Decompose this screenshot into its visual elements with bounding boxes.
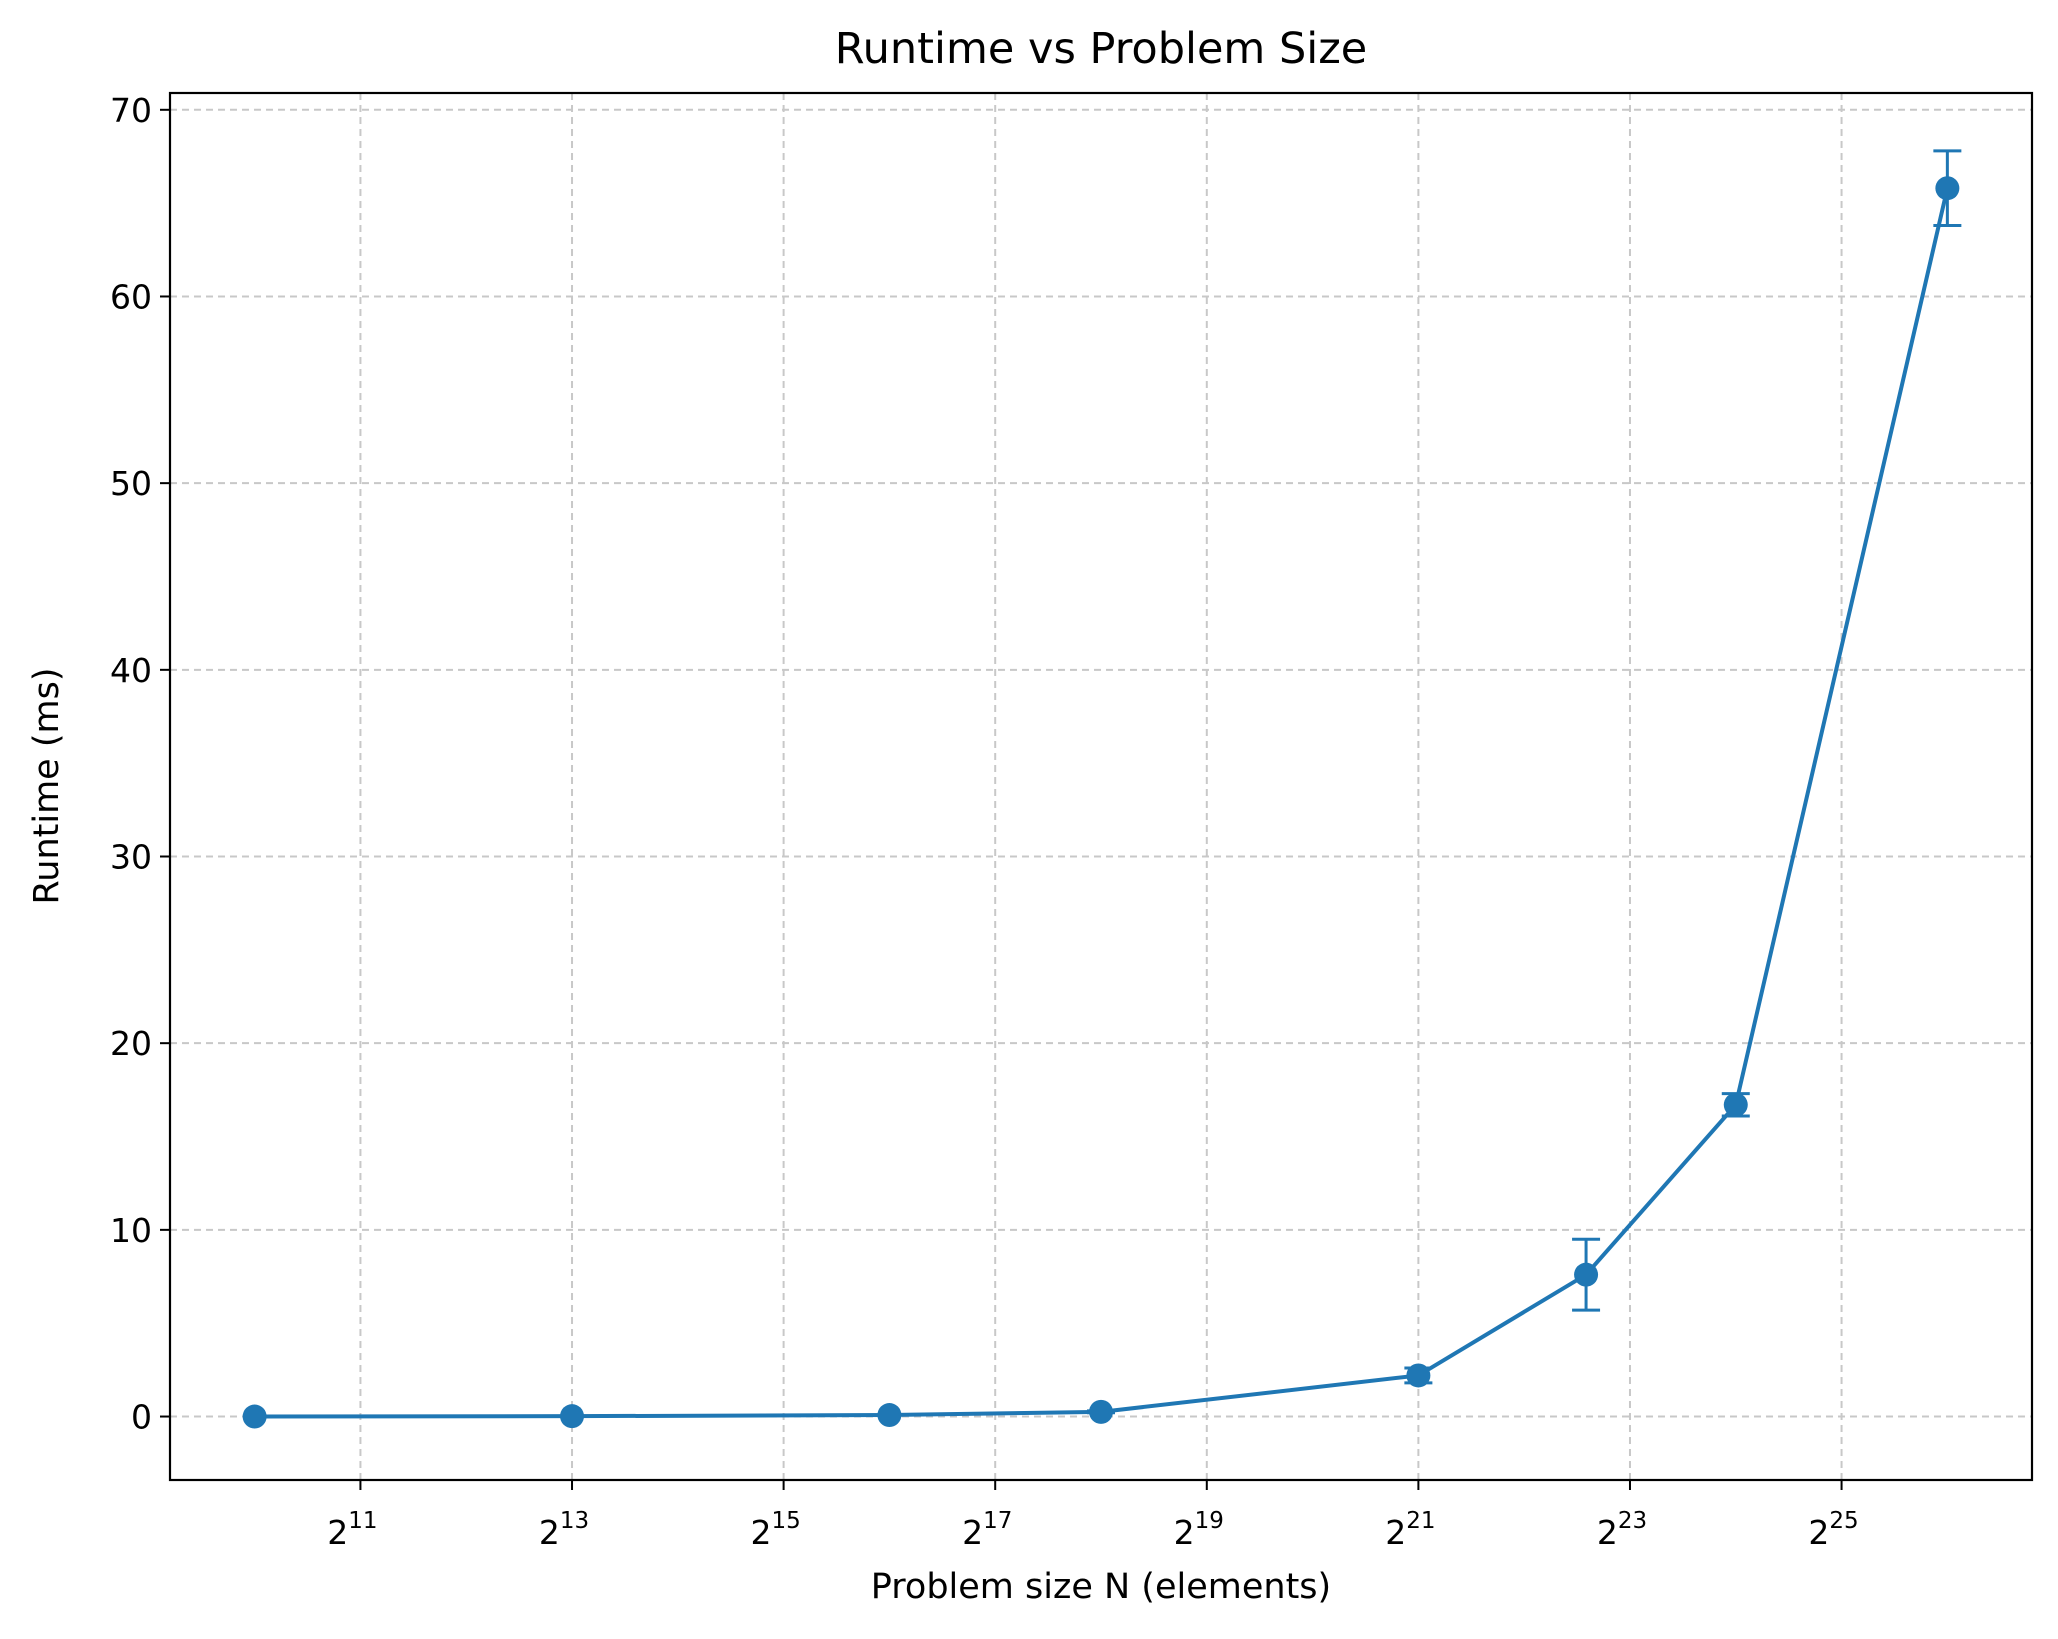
data-point <box>1935 176 1960 201</box>
x-tick-label: 217 <box>962 1508 1012 1552</box>
y-tick-label: 50 <box>110 464 152 503</box>
data-point <box>1089 1399 1113 1424</box>
data-point <box>242 1404 267 1429</box>
y-tick-label: 0 <box>131 1398 152 1437</box>
x-tick-label: 225 <box>1808 1508 1858 1552</box>
data-point <box>877 1403 902 1428</box>
series-line <box>254 187 1950 1419</box>
data-point <box>1723 1092 1748 1117</box>
data-point <box>1574 1262 1599 1287</box>
y-tick-label: 30 <box>110 838 152 877</box>
y-tick-label: 10 <box>110 1211 152 1250</box>
plot-frame <box>168 91 2034 1482</box>
grid-lines <box>170 93 2032 1480</box>
y-axis-label: Runtime (ms) <box>27 668 67 905</box>
x-tick-label: 215 <box>750 1508 800 1552</box>
y-tick-label: 70 <box>110 91 152 130</box>
x-tick-label: 223 <box>1597 1508 1647 1552</box>
data-point <box>560 1404 585 1429</box>
data-point <box>1406 1363 1431 1388</box>
chart-title: Runtime vs Problem Size <box>835 24 1368 74</box>
x-tick-label: 219 <box>1174 1508 1224 1552</box>
x-tick-label: 211 <box>327 1508 377 1552</box>
y-tick-label: 20 <box>110 1024 152 1063</box>
x-tick-label: 221 <box>1385 1508 1435 1552</box>
x-tick-label: 213 <box>539 1508 589 1552</box>
data-series <box>242 149 1962 1429</box>
y-tick-label: 60 <box>110 277 152 316</box>
axis-ticks: 0 10 20 30 40 50 60 70 211 213 215 217 219 221 223 225 <box>110 91 1859 1552</box>
y-tick-label: 40 <box>110 651 152 690</box>
x-axis-label: Problem size N (elements) <box>871 1567 1331 1607</box>
